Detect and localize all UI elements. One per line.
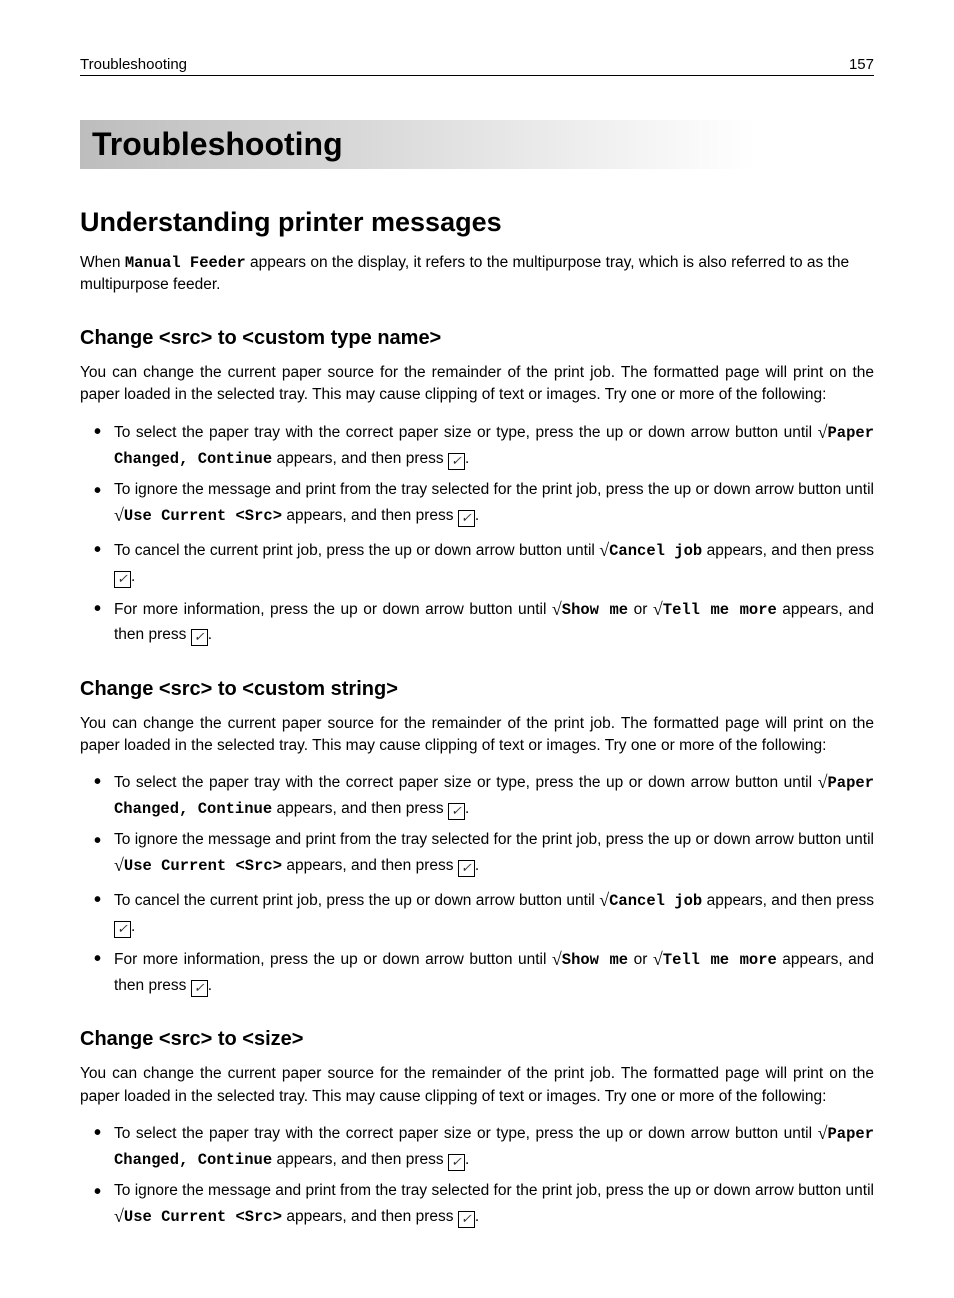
check-prefix-icon: √ — [114, 852, 124, 880]
subsection-intro: You can change the current paper source … — [80, 1063, 874, 1108]
subsection-heading: Change <src> to <custom type name> — [80, 327, 874, 350]
mono-text: Use Current <Src> — [124, 1208, 282, 1226]
list-item: To select the paper tray with the correc… — [86, 1120, 874, 1172]
text: or — [628, 601, 653, 618]
check-prefix-icon: √ — [114, 502, 124, 530]
check-prefix-icon: √ — [552, 946, 562, 974]
text: To ignore the message and print from the… — [114, 481, 874, 498]
select-button-icon: ✓ — [191, 629, 208, 646]
list-item: For more information, press the up or do… — [86, 596, 874, 648]
list-item: To select the paper tray with the correc… — [86, 419, 874, 471]
mono-text: Manual Feeder — [125, 254, 246, 272]
bullet-list: To select the paper tray with the correc… — [80, 1120, 874, 1231]
list-item: To cancel the current print job, press t… — [86, 887, 874, 939]
text: . — [475, 857, 479, 874]
list-item: To ignore the message and print from the… — [86, 478, 874, 530]
list-item: To select the paper tray with the correc… — [86, 769, 874, 821]
select-button-icon: ✓ — [191, 980, 208, 997]
mono-text: Cancel job — [609, 542, 702, 560]
subsection-intro: You can change the current paper source … — [80, 362, 874, 407]
check-prefix-icon: √ — [114, 1203, 124, 1231]
mono-text: Show me — [562, 601, 628, 619]
text: To select the paper tray with the correc… — [114, 424, 818, 441]
text: . — [131, 918, 135, 935]
text: . — [208, 977, 212, 994]
text: To ignore the message and print from the… — [114, 1182, 874, 1199]
page-header: Troubleshooting 157 — [80, 56, 874, 76]
text: To cancel the current print job, press t… — [114, 542, 599, 559]
check-prefix-icon: √ — [552, 596, 562, 624]
check-prefix-icon: √ — [818, 1120, 828, 1148]
text: . — [475, 1208, 479, 1225]
select-button-icon: ✓ — [458, 510, 475, 527]
text: appears, and then press — [282, 507, 458, 524]
list-item: To ignore the message and print from the… — [86, 828, 874, 880]
select-button-icon: ✓ — [114, 571, 131, 588]
text: For more information, press the up or do… — [114, 601, 552, 618]
check-prefix-icon: √ — [599, 537, 609, 565]
chapter-title: Troubleshooting — [80, 120, 874, 169]
subsection-heading: Change <src> to <size> — [80, 1028, 874, 1051]
text: . — [475, 507, 479, 524]
list-item: To cancel the current print job, press t… — [86, 537, 874, 589]
mono-text: Tell me more — [663, 951, 777, 969]
section-heading: Understanding printer messages — [80, 207, 874, 238]
header-page-number: 157 — [849, 56, 874, 73]
list-item: For more information, press the up or do… — [86, 946, 874, 998]
select-button-icon: ✓ — [448, 453, 465, 470]
text: . — [465, 450, 469, 467]
list-item: To ignore the message and print from the… — [86, 1179, 874, 1231]
intro-paragraph: When Manual Feeder appears on the displa… — [80, 252, 874, 297]
text: appears, and then press — [282, 1208, 458, 1225]
bullet-list: To select the paper tray with the correc… — [80, 419, 874, 648]
select-button-icon: ✓ — [448, 803, 465, 820]
check-prefix-icon: √ — [818, 769, 828, 797]
text: . — [465, 800, 469, 817]
mono-text: Cancel job — [609, 892, 702, 910]
text: To select the paper tray with the correc… — [114, 1125, 818, 1142]
text: For more information, press the up or do… — [114, 951, 552, 968]
select-button-icon: ✓ — [114, 921, 131, 938]
text: . — [131, 568, 135, 585]
select-button-icon: ✓ — [458, 860, 475, 877]
text: To cancel the current print job, press t… — [114, 892, 599, 909]
mono-text: Use Current <Src> — [124, 857, 282, 875]
select-button-icon: ✓ — [458, 1211, 475, 1228]
text: . — [465, 1151, 469, 1168]
check-prefix-icon: √ — [818, 419, 828, 447]
bullet-list: To select the paper tray with the correc… — [80, 769, 874, 998]
text: appears, and then press — [272, 1151, 448, 1168]
text: When — [80, 254, 125, 271]
text: To select the paper tray with the correc… — [114, 774, 818, 791]
check-prefix-icon: √ — [653, 596, 663, 624]
text: or — [628, 951, 653, 968]
subsection-intro: You can change the current paper source … — [80, 713, 874, 758]
check-prefix-icon: √ — [599, 887, 609, 915]
subsection-heading: Change <src> to <custom string> — [80, 678, 874, 701]
mono-text: Tell me more — [663, 601, 777, 619]
text: appears, and then press — [272, 800, 448, 817]
text: appears, and then press — [702, 892, 874, 909]
check-prefix-icon: √ — [653, 946, 663, 974]
mono-text: Use Current <Src> — [124, 507, 282, 525]
text: . — [208, 626, 212, 643]
select-button-icon: ✓ — [448, 1154, 465, 1171]
mono-text: Show me — [562, 951, 628, 969]
page: Troubleshooting 157 Troubleshooting Unde… — [0, 0, 954, 1298]
text: appears, and then press — [282, 857, 458, 874]
text: appears, and then press — [702, 542, 874, 559]
header-section: Troubleshooting — [80, 56, 187, 73]
text: appears, and then press — [272, 450, 448, 467]
text: To ignore the message and print from the… — [114, 831, 874, 848]
